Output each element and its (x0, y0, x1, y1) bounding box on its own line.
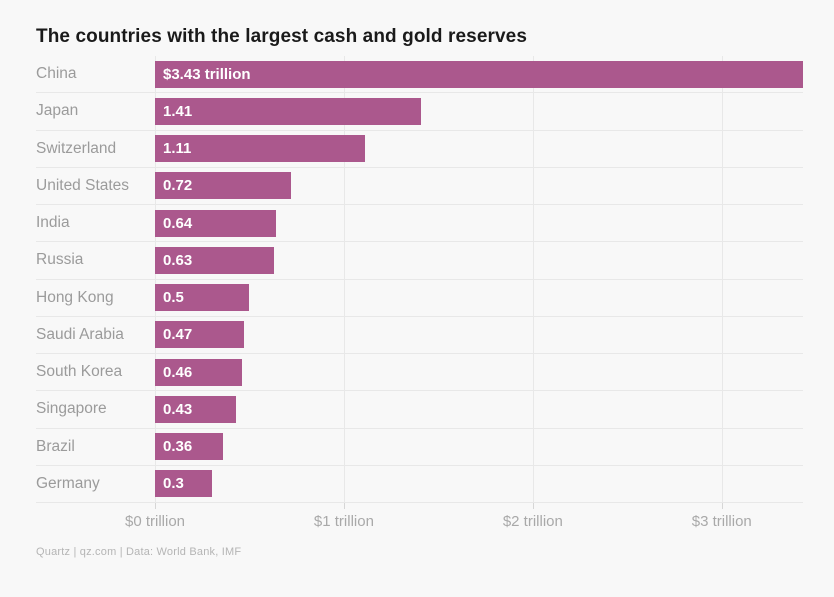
bar: 0.72 (155, 172, 292, 200)
axis-tick-label: $1 trillion (313, 513, 374, 530)
axis-tick (343, 503, 345, 509)
bar-value-label: 0.72 (163, 177, 193, 195)
chart-rows: China $3.43 trillion Japan 1.41 Switzerl… (36, 56, 803, 503)
category-label: Hong Kong (36, 288, 114, 306)
x-axis: $0 trillion $1 trillion $2 trillion $3 tril… (125, 503, 803, 543)
gridline (155, 56, 156, 503)
bar-value-label: 0.63 (163, 251, 193, 269)
bar: 0.46 (155, 358, 242, 386)
bar-track: 0.46 (155, 354, 803, 390)
bar-value-label: $3.43 trillion (163, 65, 251, 83)
chart-row: South Korea 0.46 (36, 354, 803, 392)
bar-track: 0.63 (155, 242, 803, 278)
bar-track: 1.41 (155, 93, 803, 129)
gridline (343, 56, 345, 503)
chart-row: Hong Kong 0.5 (36, 280, 803, 317)
category-label: Japan (36, 102, 79, 120)
chart-row: Saudi Arabia 0.47 (36, 317, 803, 354)
bar-value-label: 0.64 (163, 214, 193, 232)
category-label: Saudi Arabia (36, 325, 124, 343)
bar-track: 0.36 (155, 429, 803, 465)
bar-track: 0.47 (155, 317, 803, 353)
chart-row: Russia 0.63 (36, 242, 803, 280)
axis-tick (721, 503, 723, 509)
bar: 0.5 (155, 284, 250, 311)
category-label: Brazil (36, 437, 75, 455)
category-label: South Korea (36, 363, 123, 380)
bar-track: $3.43 trillion (155, 56, 803, 92)
axis-tick-label: $3 trillion (691, 513, 752, 530)
category-label: India (36, 214, 70, 231)
bar-track: 0.43 (155, 391, 803, 427)
bar-value-label: 1.41 (163, 102, 193, 120)
bar: 0.47 (155, 321, 244, 349)
gridline (721, 56, 723, 503)
bar-value-label: 0.5 (163, 289, 184, 306)
chart-title: The countries with the largest cash and … (36, 26, 527, 47)
chart-row: India 0.64 (36, 205, 803, 243)
bar-track: 0.3 (155, 466, 803, 502)
chart-row: China $3.43 trillion (36, 56, 803, 94)
bar-track: 0.72 (155, 168, 803, 204)
bar-value-label: 0.46 (163, 363, 193, 381)
category-label: Switzerland (36, 139, 117, 157)
axis-tick (155, 503, 156, 509)
bar: 1.41 (155, 97, 422, 125)
category-label: China (36, 65, 77, 82)
axis-tick (532, 503, 534, 509)
chart-row: Singapore 0.43 (36, 391, 803, 429)
bar: 0.64 (155, 209, 276, 237)
bar-chart: China $3.43 trillion Japan 1.41 Switzerl… (36, 56, 803, 530)
chart-row: Brazil 0.36 (36, 429, 803, 466)
bar: 0.3 (155, 470, 212, 498)
bar: $3.43 trillion (155, 60, 803, 88)
category-label: Russia (36, 251, 84, 269)
bar-value-label: 1.11 (163, 140, 192, 157)
gridlines-layer (155, 56, 803, 503)
chart-row: Germany 0.3 (36, 466, 803, 503)
category-label: Germany (36, 474, 100, 492)
bar: 0.36 (155, 433, 223, 460)
bar: 0.63 (155, 246, 275, 274)
bar-value-label: 0.36 (163, 438, 193, 455)
category-label: Singapore (36, 400, 107, 418)
axis-tick-label: $0 trillion (124, 513, 186, 530)
bar-value-label: 0.47 (163, 326, 193, 344)
bar: 1.11 (155, 135, 365, 162)
chart-row: United States 0.72 (36, 168, 803, 205)
axis-tick-label: $2 trillion (502, 513, 563, 530)
bar-value-label: 0.3 (163, 475, 184, 493)
bar-track: 0.5 (155, 280, 803, 316)
bar-track: 0.64 (155, 205, 803, 241)
category-label: United States (36, 176, 130, 194)
source-credit: Quartz | qz.com | Data: World Bank, IMF (36, 546, 242, 558)
gridline (532, 56, 534, 503)
chart-row: Switzerland 1.11 (36, 131, 803, 168)
bar-value-label: 0.43 (163, 400, 193, 418)
chart-row: Japan 1.41 (36, 93, 803, 131)
bar: 0.43 (155, 395, 237, 423)
bar-track: 1.11 (155, 131, 803, 167)
